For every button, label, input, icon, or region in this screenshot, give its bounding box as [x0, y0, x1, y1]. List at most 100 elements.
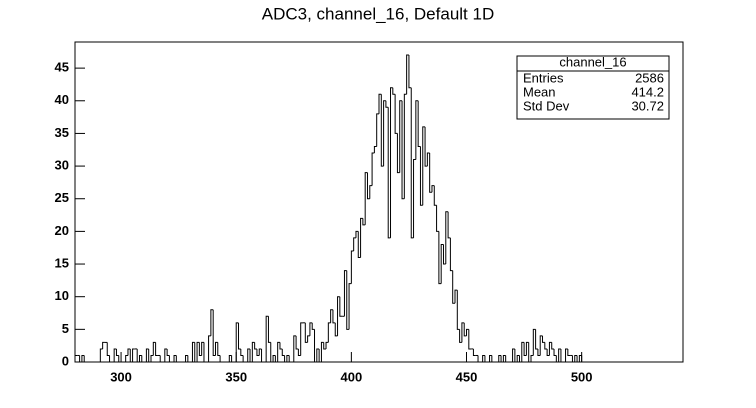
hist-step — [429, 153, 432, 193]
hist-step — [581, 355, 584, 363]
hist-step — [376, 113, 379, 147]
stats-title: channel_16 — [559, 54, 626, 69]
hist-step — [438, 231, 442, 285]
hist-step — [567, 348, 571, 356]
hist-step — [489, 354, 492, 362]
hist-step — [256, 348, 260, 356]
hist-step — [413, 159, 416, 238]
hist-step — [574, 354, 578, 362]
hist-step — [514, 348, 518, 363]
hist-step — [272, 354, 276, 362]
hist-step — [357, 231, 361, 259]
stats-value: 414.2 — [631, 84, 664, 99]
hist-step — [406, 54, 409, 95]
y-tick-label: 30 — [55, 158, 69, 173]
hist-step — [348, 283, 352, 330]
hist-step — [415, 100, 419, 160]
hist-step — [369, 185, 373, 199]
hist-step — [288, 355, 292, 363]
hist-step — [152, 341, 156, 356]
hist-step — [355, 230, 359, 238]
hist-step — [394, 94, 398, 134]
hist-step — [81, 354, 85, 362]
hist-step — [546, 348, 550, 356]
hist-step — [555, 355, 559, 363]
hist-step — [247, 348, 251, 362]
x-tick-label: 450 — [456, 369, 478, 384]
hist-step — [198, 342, 202, 356]
hist-step — [129, 348, 133, 363]
hist-step — [284, 355, 287, 363]
hist-step — [332, 309, 336, 324]
hist-step — [518, 355, 522, 363]
hist-step — [295, 335, 299, 350]
hist-step — [210, 309, 214, 336]
y-tick-label: 45 — [55, 60, 69, 75]
hist-step — [343, 270, 347, 317]
x-tick-label: 400 — [341, 369, 363, 384]
hist-step — [535, 329, 538, 350]
stats-box: channel_16 Entries 2586 Mean 414.2 Std Dev 30… — [516, 54, 670, 120]
hist-step — [314, 329, 317, 363]
hist-step — [447, 211, 451, 239]
hist-step — [185, 354, 188, 362]
hist-step — [387, 107, 391, 239]
hist-step — [525, 341, 529, 356]
hist-step — [219, 355, 223, 363]
hist-step — [83, 355, 87, 363]
hist-step — [311, 322, 315, 330]
hist-step — [102, 341, 105, 349]
hist-step — [528, 342, 531, 363]
hist-step — [576, 355, 580, 363]
hist-step — [477, 355, 481, 363]
stats-label: Entries — [523, 70, 564, 85]
hist-step — [145, 348, 149, 362]
hist-step — [539, 335, 543, 356]
hist-step — [327, 322, 331, 343]
hist-step — [396, 133, 400, 174]
hist-step — [468, 329, 472, 350]
hist-step — [500, 355, 504, 363]
hist-step — [505, 355, 508, 363]
hist-step — [502, 354, 506, 362]
hist-step — [155, 342, 158, 356]
hist-step — [214, 341, 218, 356]
hist-step — [419, 146, 423, 206]
hist-step — [482, 354, 485, 362]
hist-step — [166, 348, 170, 356]
hist-step — [346, 270, 350, 330]
hist-step — [578, 354, 582, 362]
hist-step — [277, 341, 280, 362]
hist-step — [127, 348, 131, 356]
hist-step — [164, 348, 168, 362]
y-tick-label: 40 — [55, 92, 69, 107]
x-tick-label: 300 — [110, 369, 132, 384]
hist-step — [203, 342, 207, 363]
hist-step — [212, 309, 216, 356]
hist-step — [417, 100, 421, 147]
y-tick-label: 25 — [55, 190, 69, 205]
hist-step — [323, 342, 327, 350]
hist-step — [187, 355, 191, 363]
hist-step — [113, 348, 117, 362]
stats-label: Mean — [523, 84, 556, 99]
hist-step — [516, 354, 520, 362]
hist-step — [491, 355, 495, 363]
hist-step — [125, 354, 128, 362]
hist-step — [330, 309, 333, 323]
hist-step — [565, 348, 568, 362]
hist-step — [401, 100, 405, 200]
hist-step — [297, 348, 301, 356]
hist-step — [168, 355, 172, 363]
hist-step — [571, 355, 575, 363]
hist-step — [235, 322, 239, 362]
hist-step — [537, 348, 541, 356]
hist-step — [240, 348, 244, 356]
hist-step — [371, 152, 375, 186]
hist-step — [442, 244, 446, 265]
y-tick-label: 35 — [55, 125, 69, 140]
hist-step — [175, 355, 179, 363]
x-tick-label: 500 — [571, 369, 593, 384]
